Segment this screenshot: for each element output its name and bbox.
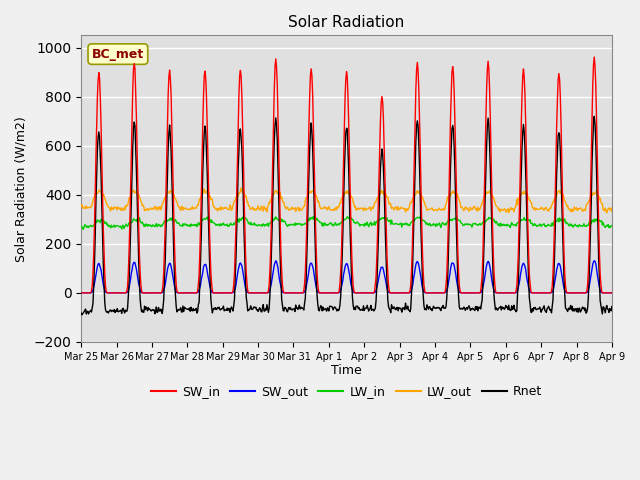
Rnet	[77, 310, 85, 316]
SW_in	[454, 250, 461, 256]
SW_out	[422, 290, 430, 296]
Rnet	[455, 294, 463, 300]
LW_out	[276, 190, 284, 195]
LW_in	[456, 217, 463, 223]
SW_out	[143, 290, 151, 296]
Rnet	[145, 305, 152, 311]
Title: Solar Radiation: Solar Radiation	[289, 15, 404, 30]
LW_out	[77, 203, 85, 209]
Rnet	[248, 307, 256, 312]
Rnet	[298, 304, 305, 310]
LW_in	[248, 222, 256, 228]
LW_in	[298, 221, 305, 227]
LW_out	[455, 196, 463, 202]
LW_in	[77, 223, 85, 229]
SW_in	[143, 290, 151, 296]
SW_in	[248, 290, 255, 296]
Line: LW_out: LW_out	[81, 188, 640, 213]
LW_out	[298, 207, 305, 213]
SW_in	[297, 290, 305, 296]
LW_out	[603, 210, 611, 216]
SW_out	[591, 258, 598, 264]
LW_in	[79, 227, 87, 232]
Line: Rnet: Rnet	[81, 116, 640, 315]
SW_out	[297, 290, 305, 296]
LW_out	[423, 207, 431, 213]
Legend: SW_in, SW_out, LW_in, LW_out, Rnet: SW_in, SW_out, LW_in, LW_out, Rnet	[146, 380, 547, 403]
X-axis label: Time: Time	[331, 364, 362, 377]
Line: SW_in: SW_in	[81, 57, 640, 293]
LW_out	[237, 185, 245, 191]
SW_in	[422, 290, 430, 296]
SW_out	[276, 276, 284, 282]
Rnet	[591, 113, 598, 119]
Line: SW_out: SW_out	[81, 261, 640, 293]
Rnet	[276, 255, 284, 261]
SW_in	[77, 290, 85, 296]
LW_in	[424, 221, 431, 227]
LW_in	[145, 222, 152, 228]
SW_out	[77, 290, 85, 296]
Rnet	[78, 312, 86, 318]
LW_in	[310, 214, 317, 219]
Text: BC_met: BC_met	[92, 48, 144, 60]
SW_out	[454, 285, 461, 290]
Y-axis label: Solar Radiation (W/m2): Solar Radiation (W/m2)	[15, 116, 28, 262]
SW_in	[276, 186, 284, 192]
Line: LW_in: LW_in	[81, 216, 640, 229]
SW_in	[591, 54, 598, 60]
LW_out	[143, 205, 151, 211]
LW_out	[248, 204, 256, 210]
LW_in	[276, 216, 284, 222]
Rnet	[423, 302, 431, 308]
SW_out	[248, 290, 255, 296]
